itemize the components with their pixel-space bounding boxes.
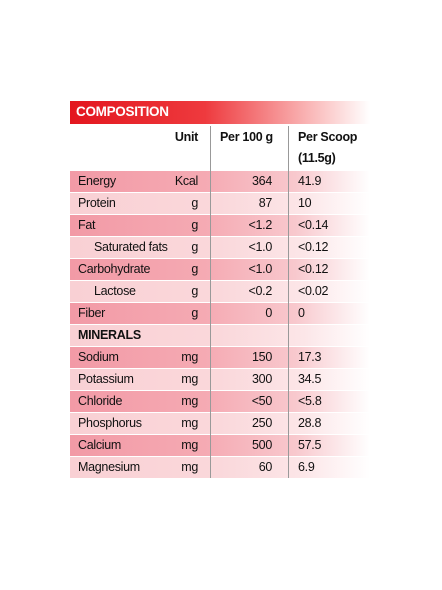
row-scoop: 28.8 <box>298 416 322 430</box>
row-unit: mg <box>181 460 198 474</box>
col-scoop-size: (11.5g) <box>298 151 336 165</box>
col-per100: Per 100 g <box>220 130 273 144</box>
divider <box>210 126 211 478</box>
row-name: Calcium <box>78 438 122 452</box>
row-per100: <1.0 <box>248 262 273 276</box>
row-unit: mg <box>181 438 198 452</box>
row-name: Chloride <box>78 394 123 408</box>
row-bg <box>70 303 370 324</box>
col-scoop: Per Scoop <box>298 130 358 144</box>
row-per100: <50 <box>251 394 273 408</box>
row-unit: g <box>191 218 198 232</box>
row-scoop: 17.3 <box>298 350 322 364</box>
row-name: Magnesium <box>78 460 140 474</box>
row-bg <box>70 435 370 456</box>
row-scoop: 57.5 <box>298 438 322 452</box>
row-unit: mg <box>181 350 198 364</box>
row-bg <box>70 347 370 368</box>
row-bg <box>70 325 370 346</box>
row-per100: <0.2 <box>248 284 273 298</box>
row-unit: Kcal <box>174 174 198 188</box>
row-bg <box>70 215 370 236</box>
row-name: Protein <box>78 196 116 210</box>
row-per100: 150 <box>252 350 272 364</box>
row-bg <box>70 171 370 192</box>
row-name: Energy <box>78 174 116 188</box>
col-unit: Unit <box>174 130 198 144</box>
row-unit: g <box>191 306 198 320</box>
row-per100: 500 <box>252 438 272 452</box>
row-unit: mg <box>181 416 198 430</box>
divider <box>288 126 289 478</box>
row-bg <box>70 413 370 434</box>
row-unit: mg <box>181 372 198 386</box>
row-scoop: <0.12 <box>298 240 329 254</box>
row-unit: g <box>191 196 198 210</box>
title-bar <box>70 101 370 124</box>
row-name: Fiber <box>78 306 105 320</box>
row-name: Phosphorus <box>78 416 142 430</box>
row-unit: g <box>191 284 198 298</box>
row-bg <box>70 281 370 302</box>
row-scoop: <0.02 <box>298 284 329 298</box>
row-bg <box>70 259 370 280</box>
row-unit: g <box>191 262 198 276</box>
row-name: Sodium <box>78 350 119 364</box>
row-bg <box>70 391 370 412</box>
row-scoop: <0.14 <box>298 218 329 232</box>
row-scoop: 6.9 <box>298 460 315 474</box>
row-scoop: 34.5 <box>298 372 322 386</box>
row-per100: <1.0 <box>248 240 273 254</box>
row-name: Saturated fats <box>94 240 168 254</box>
row-bg <box>70 193 370 214</box>
row-name: Potassium <box>78 372 134 386</box>
row-name: Lactose <box>94 284 136 298</box>
row-per100: 87 <box>258 196 273 210</box>
row-bg <box>70 369 370 390</box>
row-bg <box>70 237 370 258</box>
row-scoop: <0.12 <box>298 262 329 276</box>
row-bg <box>70 457 370 478</box>
row-per100: 300 <box>252 372 272 386</box>
row-scoop: 41.9 <box>298 174 322 188</box>
row-per100: 60 <box>258 460 273 474</box>
row-per100: 364 <box>252 174 272 188</box>
row-unit: mg <box>181 394 198 408</box>
row-per100: 250 <box>252 416 272 430</box>
row-scoop: 0 <box>298 306 305 320</box>
row-per100: <1.2 <box>248 218 273 232</box>
row-name: Carbohydrate <box>78 262 151 276</box>
row-scoop: 10 <box>298 196 312 210</box>
row-scoop: <5.8 <box>298 394 322 408</box>
row-name: Fat <box>78 218 96 232</box>
row-unit: g <box>191 240 198 254</box>
row-per100: 0 <box>265 306 272 320</box>
title: COMPOSITION <box>76 104 169 119</box>
section-title: MINERALS <box>78 328 141 342</box>
